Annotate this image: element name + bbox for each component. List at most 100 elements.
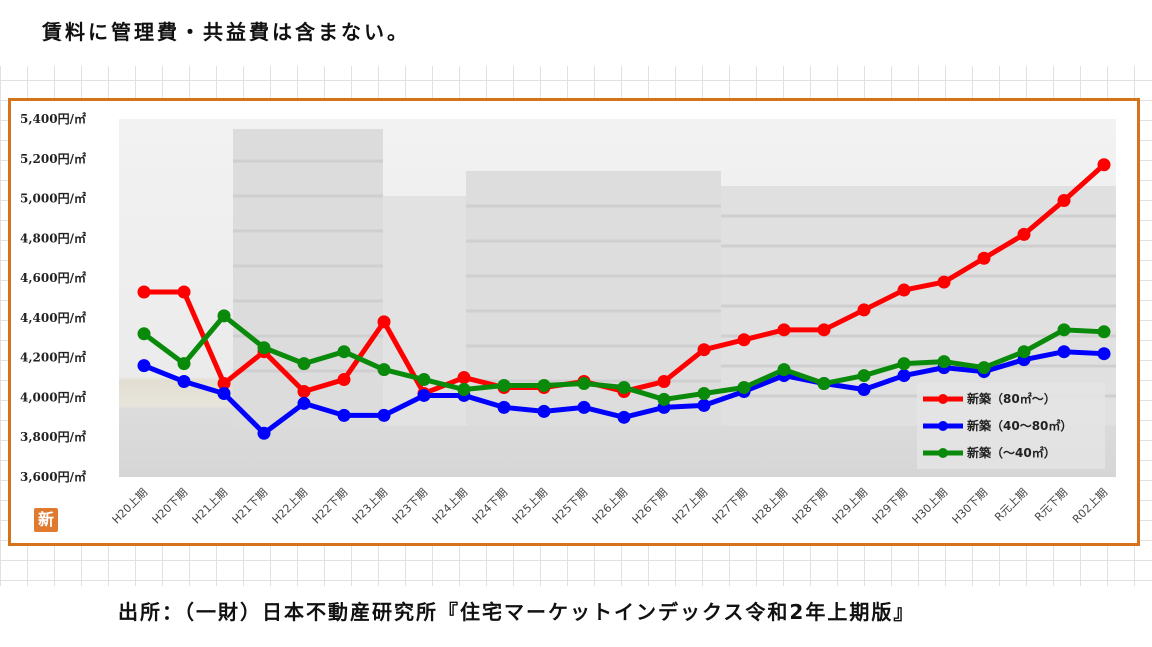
series-layer	[137, 158, 1111, 440]
data-point	[537, 404, 551, 418]
data-point	[737, 381, 751, 394]
data-point	[977, 251, 991, 265]
x-tick-label: H27下期	[710, 486, 751, 527]
y-axis-labels: 5,400円/㎡ 5,200円/㎡ 5,000円/㎡ 4,800円/㎡ 4,600円/㎡…	[20, 111, 86, 484]
data-point	[1057, 194, 1071, 208]
data-point	[257, 426, 271, 440]
data-point	[817, 377, 831, 391]
data-point	[857, 303, 871, 317]
x-tick-label: H22下期	[310, 486, 351, 527]
x-tick-label: H30下期	[950, 486, 991, 527]
legend-label: 新築（40～80㎡）	[967, 418, 1072, 433]
x-tick-label: H25上期	[510, 486, 551, 527]
x-tick-label: H28下期	[790, 486, 831, 527]
data-point	[377, 363, 391, 377]
data-point	[337, 373, 351, 387]
data-point	[697, 343, 711, 357]
data-point	[617, 410, 631, 424]
x-tick-label: H21下期	[230, 486, 271, 527]
data-point	[137, 327, 151, 341]
x-tick-label: H29下期	[870, 486, 911, 527]
x-tick-label: H20上期	[110, 486, 151, 527]
data-point	[897, 283, 911, 297]
data-point	[657, 392, 671, 406]
data-point	[777, 363, 791, 377]
legend-marker	[938, 394, 948, 404]
data-point	[897, 357, 911, 371]
top-band	[0, 0, 1152, 66]
data-point	[177, 375, 191, 389]
x-tick-label: H22上期	[270, 486, 311, 527]
data-point	[457, 371, 471, 385]
y-tick-label: 5,200円/㎡	[20, 151, 86, 166]
data-point	[1057, 345, 1071, 359]
data-point	[897, 369, 911, 383]
data-point	[697, 398, 711, 412]
x-tick-label: H26上期	[590, 486, 631, 527]
x-tick-label: H30上期	[910, 486, 951, 527]
x-tick-label: H29上期	[830, 486, 871, 527]
data-point	[697, 386, 711, 400]
data-point	[1017, 227, 1031, 241]
data-point	[457, 382, 471, 396]
data-point	[857, 369, 871, 383]
data-point	[297, 396, 311, 410]
y-tick-label: 4,200円/㎡	[20, 350, 86, 365]
data-point	[297, 357, 311, 371]
data-point	[217, 309, 231, 323]
x-tick-label: H24下期	[470, 486, 511, 527]
data-point	[377, 408, 391, 422]
data-point	[137, 359, 151, 373]
data-point	[177, 357, 191, 371]
data-point	[497, 379, 511, 393]
y-tick-label: 3,800円/㎡	[20, 429, 86, 444]
rent-note: 賃料に管理費・共益費は含まない。	[42, 20, 410, 44]
data-point	[217, 377, 231, 391]
legend-label: 新築（80㎡～）	[967, 391, 1056, 406]
data-point	[137, 285, 151, 299]
y-tick-label: 5,000円/㎡	[20, 191, 86, 206]
x-tick-label: H20下期	[150, 486, 191, 527]
data-point	[937, 275, 951, 289]
data-point	[617, 381, 631, 394]
data-point	[497, 400, 511, 414]
data-point	[577, 377, 591, 391]
data-point	[417, 373, 431, 387]
data-point	[857, 382, 871, 396]
data-point	[297, 384, 311, 398]
data-point	[737, 333, 751, 347]
data-point	[337, 345, 351, 359]
legend: 新築（80㎡～） 新築（40～80㎡） 新築（～40㎡）	[917, 383, 1105, 469]
x-tick-label: H23上期	[350, 486, 391, 527]
source-citation: 出所：（一財）日本不動産研究所『住宅マーケットインデックス令和2年上期版』	[118, 600, 916, 624]
x-tick-label: H23下期	[390, 486, 431, 527]
chart-frame: 5,400円/㎡ 5,200円/㎡ 5,000円/㎡ 4,800円/㎡ 4,600円/㎡…	[8, 98, 1140, 546]
data-point	[217, 386, 231, 400]
data-point	[1097, 347, 1111, 361]
x-tick-label: H28上期	[750, 486, 791, 527]
data-point	[1057, 323, 1071, 337]
x-tick-label: H26下期	[630, 486, 671, 527]
x-tick-label: H21上期	[190, 486, 231, 527]
data-point	[577, 400, 591, 414]
bottom-band	[0, 586, 1152, 647]
x-tick-label: R元下期	[1032, 486, 1070, 524]
new-badge-icon: 新	[34, 508, 58, 532]
y-tick-label: 4,400円/㎡	[20, 310, 86, 325]
y-tick-label: 4,600円/㎡	[20, 270, 86, 285]
legend-marker	[938, 421, 948, 431]
x-tick-label: H24上期	[430, 486, 471, 527]
data-point	[377, 315, 391, 329]
y-tick-label: 3,600円/㎡	[20, 469, 86, 484]
x-tick-label: H25下期	[550, 486, 591, 527]
x-tick-label: R02上期	[1070, 486, 1110, 526]
data-point	[417, 388, 431, 402]
y-tick-label: 4,800円/㎡	[20, 230, 86, 245]
legend-marker	[938, 448, 948, 458]
data-point	[537, 379, 551, 393]
data-point	[937, 355, 951, 369]
x-axis-labels: H20上期 H20下期 H21上期 H21下期 H22上期 H22下期 H23上期 H23下期…	[110, 486, 1111, 527]
data-point	[777, 323, 791, 337]
data-point	[1097, 158, 1111, 172]
data-point	[1017, 345, 1031, 359]
